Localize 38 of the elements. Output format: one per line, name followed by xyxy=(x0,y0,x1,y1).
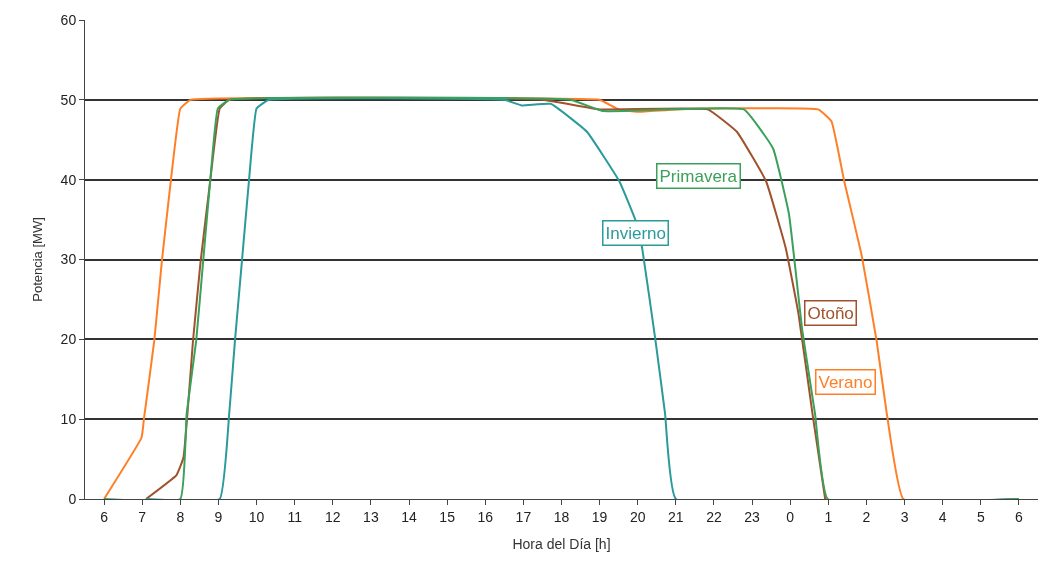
x-tick-label: 2 xyxy=(862,508,871,525)
series-label: Otoño xyxy=(807,303,854,323)
x-tick-label: 0 xyxy=(786,508,795,525)
x-tick-label: 3 xyxy=(900,508,909,525)
y-tick-label: 20 xyxy=(60,331,77,348)
x-tick-label: 12 xyxy=(324,508,341,525)
x-tick-label: 6 xyxy=(100,508,109,525)
x-axis-title: Hora del Día [h] xyxy=(512,536,611,553)
x-tick-label: 4 xyxy=(938,508,947,525)
x-tick-label: 13 xyxy=(363,508,379,525)
x-tick-label: 5 xyxy=(976,508,985,525)
y-axis-title: Potencia [MW] xyxy=(29,217,45,302)
x-tick-label: 7 xyxy=(138,508,147,525)
x-tick-label: 1 xyxy=(824,508,833,525)
x-tick-label: 14 xyxy=(401,508,418,525)
y-tick-label: 10 xyxy=(60,411,77,428)
x-tick-label: 20 xyxy=(629,508,646,525)
x-tick-label: 8 xyxy=(176,508,185,525)
y-tick-label: 30 xyxy=(60,251,77,268)
x-tick-label: 11 xyxy=(287,508,303,525)
x-tick-label: 17 xyxy=(515,508,532,525)
x-tick-label: 19 xyxy=(591,508,608,525)
x-tick-label: 6 xyxy=(1015,508,1024,525)
x-tick-label: 15 xyxy=(439,508,456,525)
y-tick-label: 0 xyxy=(68,490,77,507)
x-tick-label: 10 xyxy=(248,508,265,525)
y-tick-label: 40 xyxy=(60,171,77,188)
y-tick-label: 60 xyxy=(60,11,77,28)
y-tick-label: 50 xyxy=(60,91,77,108)
x-tick-label: 23 xyxy=(744,508,761,525)
series-label: Verano xyxy=(818,372,873,392)
x-tick-label: 22 xyxy=(706,508,722,525)
x-tick-label: 9 xyxy=(214,508,223,525)
x-tick-label: 16 xyxy=(477,508,494,525)
x-tick-label: 18 xyxy=(553,508,570,525)
series-label: Invierno xyxy=(605,223,666,243)
x-tick-label: 21 xyxy=(668,508,684,525)
text: Primavera xyxy=(659,166,738,186)
